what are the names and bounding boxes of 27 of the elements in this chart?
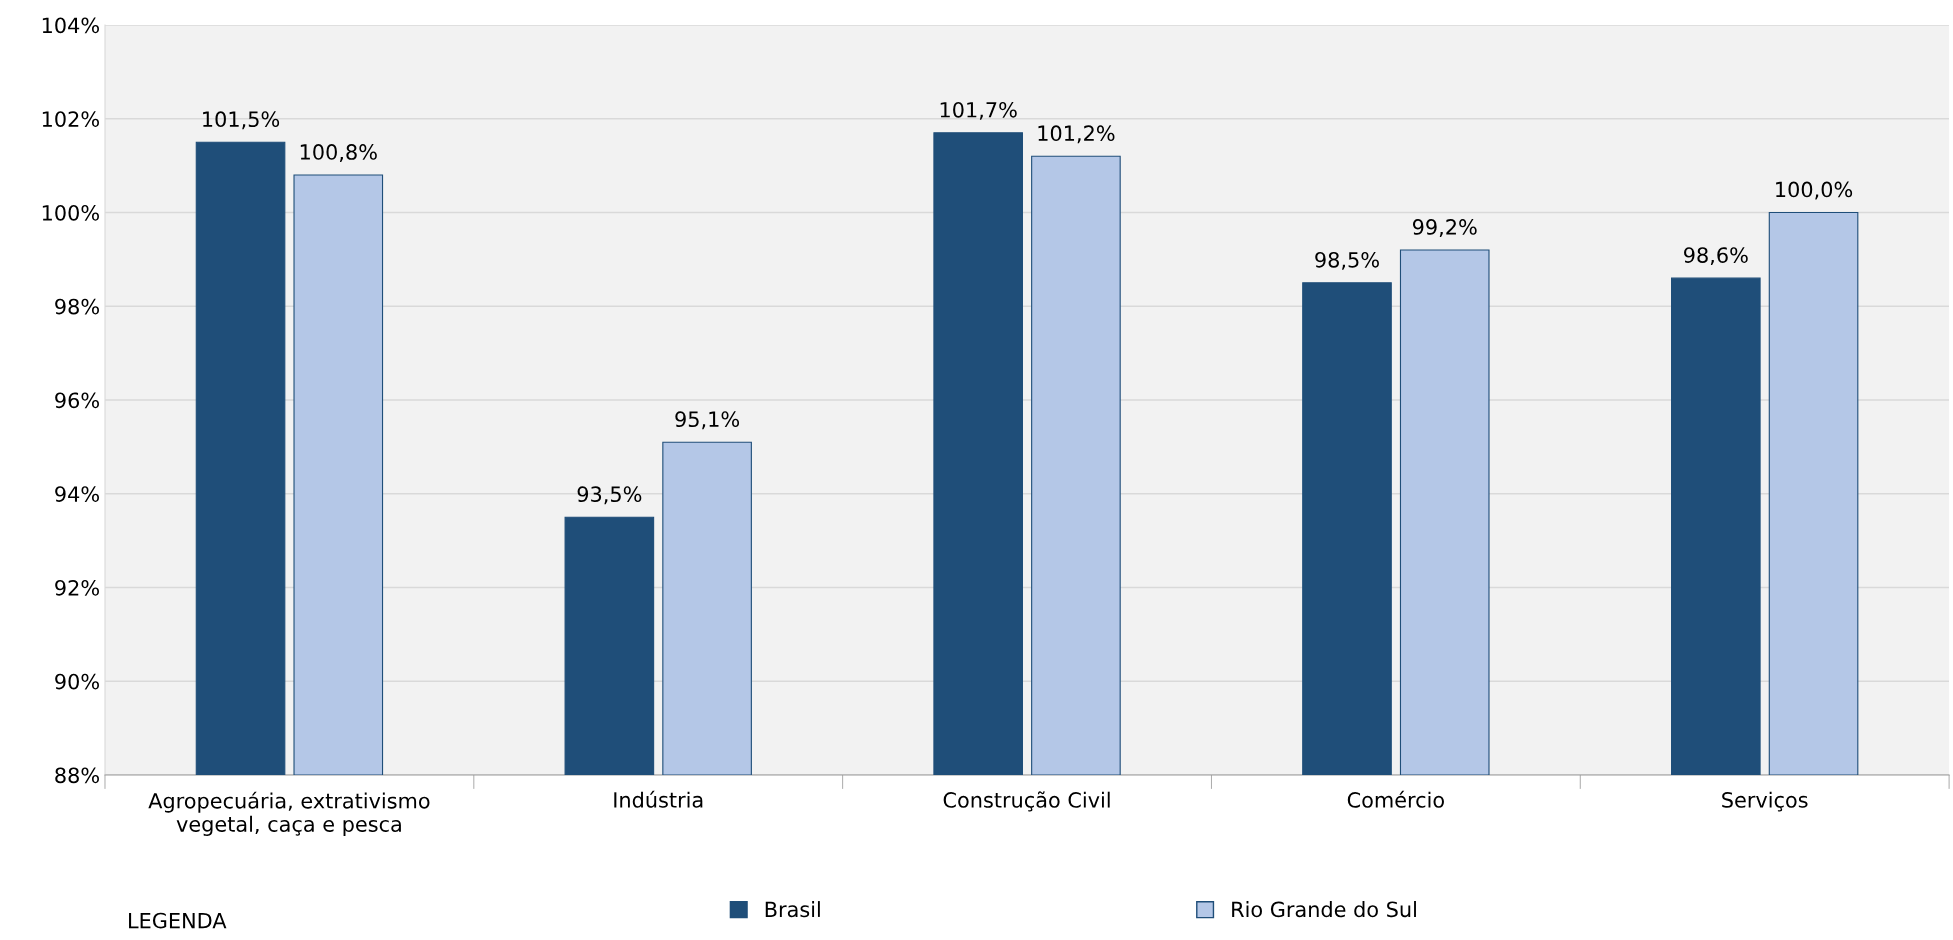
y-tick-label: 94% <box>55 486 99 502</box>
x-tick-label: Serviços <box>1722 791 1808 812</box>
data-label: 101,5% <box>203 111 280 130</box>
x-tick-label: Agropecuária, extrativismo vegetal, caça e pesca <box>148 791 430 836</box>
data-label: 99,2% <box>1412 219 1477 237</box>
data-label: 93,5% <box>577 486 642 505</box>
x-tick-label: Construção Civil <box>943 791 1110 812</box>
y-tick-label: 90% <box>55 673 99 690</box>
y-tick-label: 96% <box>55 392 99 409</box>
data-label: 98,5% <box>1315 251 1379 270</box>
y-tick-label: 104% <box>42 17 99 34</box>
legend-label: Rio Grande do Sul <box>1232 901 1416 918</box>
y-tick-label: 100% <box>42 204 99 221</box>
y-tick-label: 88% <box>55 767 99 784</box>
y-tick-label: 92% <box>55 579 99 596</box>
x-tick-label: Comércio <box>1347 790 1444 808</box>
data-label: 100,0% <box>1776 181 1853 200</box>
y-tick-label: 98% <box>55 298 99 315</box>
data-label: 100,8% <box>300 144 377 162</box>
data-label: 101,7% <box>940 101 1017 120</box>
y-tick-label: 102% <box>42 111 99 127</box>
text: LEGENDA <box>129 912 227 929</box>
x-tick-label: Indústria <box>614 790 703 808</box>
data-label: 98,6% <box>1684 247 1748 266</box>
legend-label: Brasil <box>765 901 820 918</box>
data-label: 101,2% <box>1038 125 1115 144</box>
data-label: 95,1% <box>675 411 740 430</box>
